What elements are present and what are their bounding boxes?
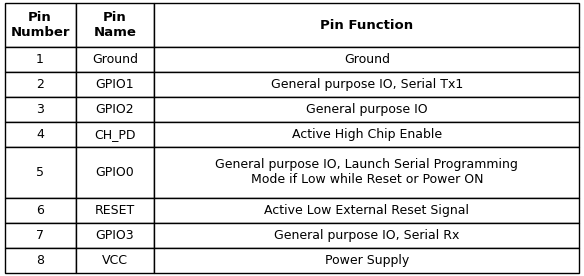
Text: 5: 5	[36, 166, 44, 179]
Bar	[154, 222, 579, 248]
Bar	[75, 122, 154, 147]
Bar	[154, 147, 579, 198]
Text: Pin
Name: Pin Name	[93, 11, 136, 39]
Bar	[154, 122, 579, 147]
Text: 3: 3	[36, 103, 44, 116]
Bar	[75, 3, 154, 47]
Bar	[154, 198, 579, 222]
Text: 1: 1	[36, 53, 44, 66]
Bar	[154, 47, 579, 72]
Bar	[75, 222, 154, 248]
Bar	[5, 248, 75, 273]
Text: Ground: Ground	[92, 53, 138, 66]
Text: 2: 2	[36, 78, 44, 91]
Text: General purpose IO, Launch Serial Programming
Mode if Low while Reset or Power O: General purpose IO, Launch Serial Progra…	[215, 158, 518, 187]
Bar	[5, 147, 75, 198]
Text: Active High Chip Enable: Active High Chip Enable	[292, 128, 442, 141]
Text: GPIO2: GPIO2	[96, 103, 134, 116]
Bar	[5, 122, 75, 147]
Bar	[154, 3, 579, 47]
Bar	[75, 97, 154, 122]
Bar	[75, 198, 154, 222]
Text: General purpose IO, Serial Rx: General purpose IO, Serial Rx	[274, 229, 460, 242]
Text: GPIO3: GPIO3	[96, 229, 134, 242]
Bar	[5, 97, 75, 122]
Text: 6: 6	[36, 203, 44, 217]
Bar	[75, 248, 154, 273]
Text: RESET: RESET	[95, 203, 135, 217]
Bar	[154, 72, 579, 97]
Text: 8: 8	[36, 254, 44, 267]
Text: CH_PD: CH_PD	[94, 128, 135, 141]
Text: General purpose IO: General purpose IO	[306, 103, 427, 116]
Bar	[75, 47, 154, 72]
Bar	[75, 147, 154, 198]
Text: Power Supply: Power Supply	[325, 254, 409, 267]
Bar	[5, 198, 75, 222]
Text: Ground: Ground	[344, 53, 390, 66]
Text: GPIO1: GPIO1	[96, 78, 134, 91]
Text: Pin Function: Pin Function	[320, 19, 413, 32]
Bar	[5, 3, 75, 47]
Text: General purpose IO, Serial Tx1: General purpose IO, Serial Tx1	[270, 78, 463, 91]
Bar	[5, 222, 75, 248]
Text: VCC: VCC	[102, 254, 128, 267]
Text: GPIO0: GPIO0	[96, 166, 134, 179]
Bar	[154, 97, 579, 122]
Bar	[5, 72, 75, 97]
Text: 4: 4	[36, 128, 44, 141]
Text: Active Low External Reset Signal: Active Low External Reset Signal	[265, 203, 470, 217]
Text: Pin
Number: Pin Number	[11, 11, 70, 39]
Text: 7: 7	[36, 229, 44, 242]
Bar	[5, 47, 75, 72]
Bar	[154, 248, 579, 273]
Bar	[75, 72, 154, 97]
